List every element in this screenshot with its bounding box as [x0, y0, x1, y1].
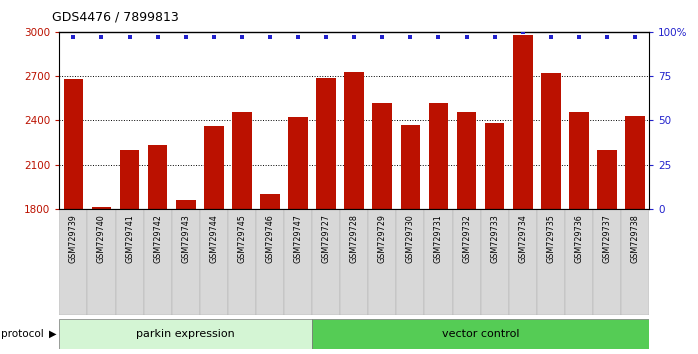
Text: GSM729742: GSM729742 [153, 214, 162, 263]
Text: GSM729741: GSM729741 [125, 214, 134, 263]
Bar [87, 209, 115, 315]
Text: GSM729733: GSM729733 [490, 214, 499, 263]
Text: GSM729729: GSM729729 [378, 214, 387, 263]
Bar [429, 103, 448, 354]
Text: protocol: protocol [1, 329, 43, 339]
Bar [369, 209, 396, 315]
Bar [593, 209, 621, 315]
Text: GSM729735: GSM729735 [547, 214, 556, 263]
Bar [204, 126, 223, 354]
Text: GSM729743: GSM729743 [181, 214, 191, 263]
Text: GSM729747: GSM729747 [294, 214, 302, 263]
Text: GSM729746: GSM729746 [265, 214, 274, 263]
Bar [565, 209, 593, 315]
Bar [312, 209, 340, 315]
Text: vector control: vector control [442, 329, 519, 339]
Bar [396, 209, 424, 315]
Bar [625, 116, 645, 354]
Bar [373, 103, 392, 354]
Bar [172, 209, 200, 315]
Bar [621, 209, 649, 315]
Bar [316, 78, 336, 354]
Bar [120, 150, 140, 354]
Bar [513, 35, 533, 354]
Bar [597, 150, 617, 354]
Bar [401, 125, 420, 354]
Text: GSM729727: GSM729727 [322, 214, 331, 263]
Bar [340, 209, 369, 315]
Bar [59, 319, 312, 349]
Bar [228, 209, 256, 315]
Bar [541, 73, 560, 354]
Bar [260, 194, 280, 354]
Text: GSM729737: GSM729737 [602, 214, 611, 263]
Bar [424, 209, 452, 315]
Text: GSM729732: GSM729732 [462, 214, 471, 263]
Bar [481, 209, 509, 315]
Bar [200, 209, 228, 315]
Bar [569, 112, 588, 354]
Text: GSM729744: GSM729744 [209, 214, 218, 263]
Bar [256, 209, 284, 315]
Bar [59, 209, 87, 315]
Text: GSM729734: GSM729734 [518, 214, 527, 263]
Bar [537, 209, 565, 315]
Bar [452, 209, 481, 315]
Text: parkin expression: parkin expression [136, 329, 235, 339]
Text: ▶: ▶ [49, 329, 57, 339]
Bar [509, 209, 537, 315]
Text: GSM729731: GSM729731 [434, 214, 443, 263]
Bar [115, 209, 144, 315]
Text: GSM729736: GSM729736 [574, 214, 584, 263]
Bar [344, 72, 364, 354]
Bar [288, 118, 308, 354]
Text: GSM729738: GSM729738 [630, 214, 639, 263]
Text: GSM729730: GSM729730 [406, 214, 415, 263]
Bar [312, 319, 649, 349]
Text: GSM729728: GSM729728 [350, 214, 359, 263]
Text: GSM729739: GSM729739 [69, 214, 78, 263]
Text: GSM729745: GSM729745 [237, 214, 246, 263]
Bar [232, 112, 252, 354]
Text: GSM729740: GSM729740 [97, 214, 106, 263]
Text: GDS4476 / 7899813: GDS4476 / 7899813 [52, 11, 179, 24]
Bar [485, 123, 505, 354]
Bar [91, 207, 111, 354]
Bar [456, 112, 477, 354]
Bar [64, 79, 83, 354]
Bar [284, 209, 312, 315]
Bar [176, 200, 195, 354]
Bar [148, 145, 168, 354]
Bar [144, 209, 172, 315]
